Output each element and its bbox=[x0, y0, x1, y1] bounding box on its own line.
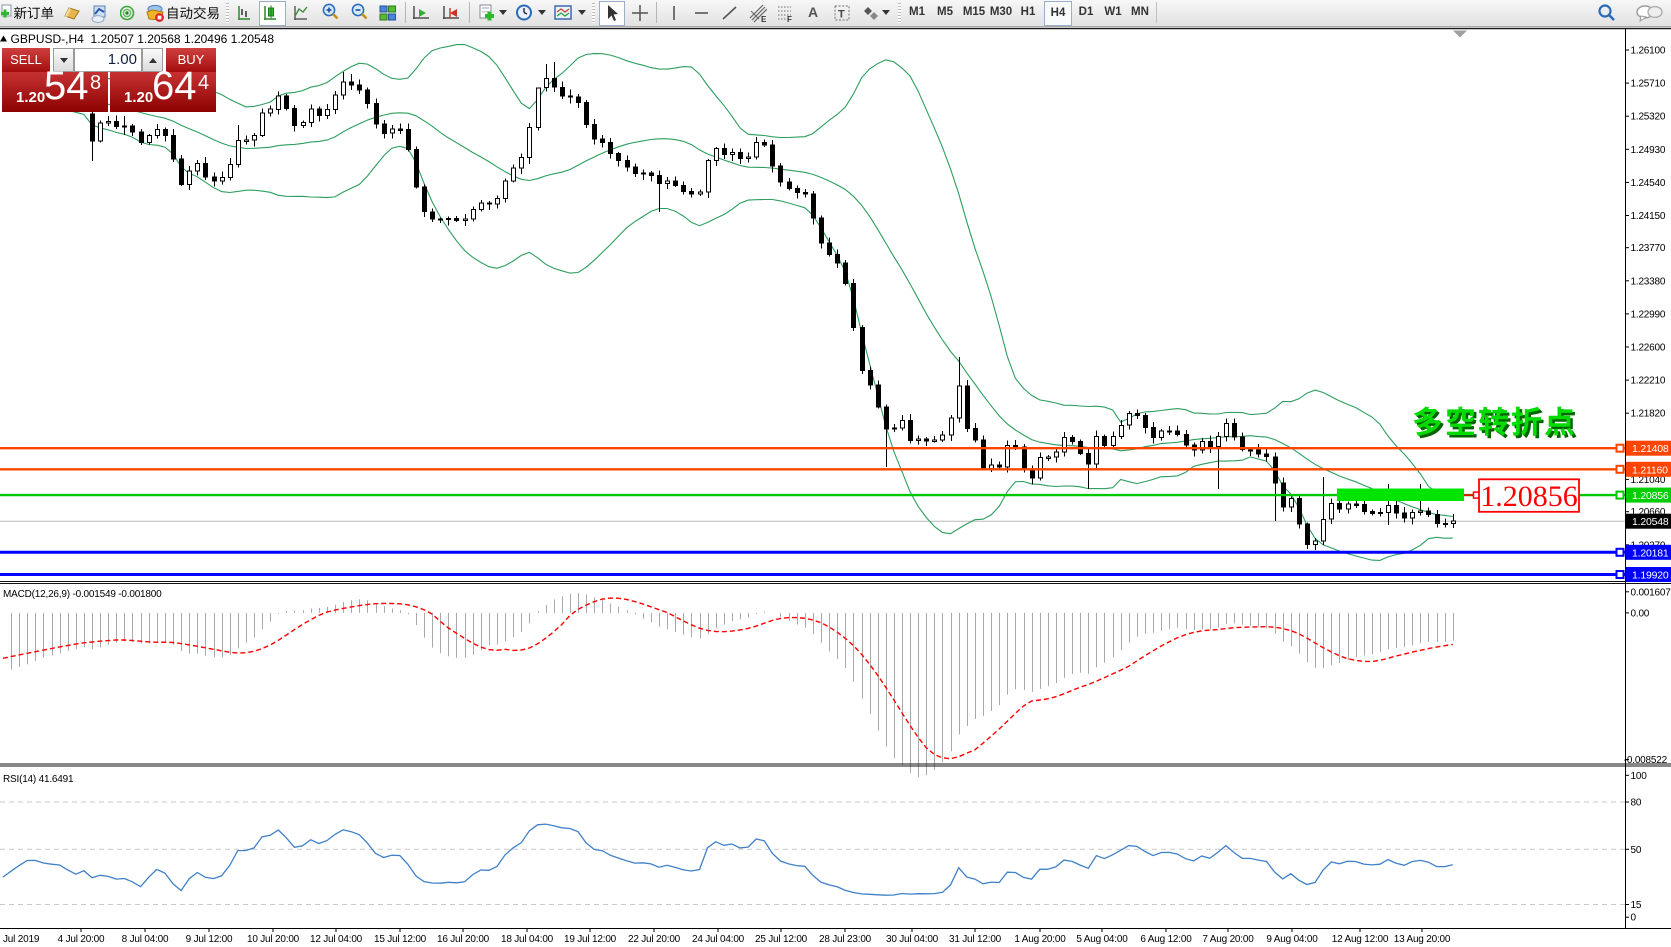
svg-text:F: F bbox=[787, 15, 792, 24]
svg-text:1.21040: 1.21040 bbox=[1631, 475, 1666, 486]
svg-text:25 Jul 12:00: 25 Jul 12:00 bbox=[755, 934, 808, 945]
svg-text:T: T bbox=[838, 9, 845, 21]
svg-text:1.24540: 1.24540 bbox=[1631, 178, 1666, 189]
svg-text:10 Jul 20:00: 10 Jul 20:00 bbox=[247, 934, 300, 945]
svg-text:1.23380: 1.23380 bbox=[1631, 276, 1666, 287]
svg-text:1.25320: 1.25320 bbox=[1631, 112, 1666, 123]
svg-text:1.20856: 1.20856 bbox=[1632, 490, 1669, 502]
svg-text:1 Aug 20:00: 1 Aug 20:00 bbox=[1014, 934, 1066, 945]
svg-text:1.21160: 1.21160 bbox=[1632, 464, 1668, 476]
svg-text:GBPUSD-,H4 1.20507 1.20568 1.: GBPUSD-,H4 1.20507 1.20568 1.20496 1.205… bbox=[11, 32, 275, 46]
svg-text:24 Jul 04:00: 24 Jul 04:00 bbox=[692, 934, 745, 945]
svg-text:E: E bbox=[761, 15, 767, 24]
svg-text:16 Jul 20:00: 16 Jul 20:00 bbox=[437, 934, 490, 945]
svg-text:28 Jul 23:00: 28 Jul 23:00 bbox=[819, 934, 872, 945]
svg-text:1.25710: 1.25710 bbox=[1631, 79, 1666, 90]
svg-text:1.23770: 1.23770 bbox=[1631, 243, 1666, 254]
svg-text:1.24150: 1.24150 bbox=[1631, 211, 1666, 222]
svg-text:4 Jul 20:00: 4 Jul 20:00 bbox=[58, 934, 105, 945]
svg-text:100: 100 bbox=[1631, 771, 1648, 782]
svg-text:9 Aug 04:00: 9 Aug 04:00 bbox=[1266, 934, 1318, 945]
svg-text:30 Jul 04:00: 30 Jul 04:00 bbox=[886, 934, 939, 945]
svg-text:1.20181: 1.20181 bbox=[1632, 547, 1669, 559]
svg-text:0.00: 0.00 bbox=[1631, 608, 1650, 619]
svg-text:80: 80 bbox=[1631, 798, 1642, 809]
svg-text:13 Aug 20:00: 13 Aug 20:00 bbox=[1394, 934, 1451, 945]
svg-text:19 Jul 12:00: 19 Jul 12:00 bbox=[564, 934, 617, 945]
svg-text:5 Aug 04:00: 5 Aug 04:00 bbox=[1076, 934, 1128, 945]
svg-text:0: 0 bbox=[1631, 913, 1637, 924]
svg-text:1.21820: 1.21820 bbox=[1631, 409, 1666, 420]
svg-text:1.21408: 1.21408 bbox=[1632, 443, 1669, 455]
svg-text:-0.008522: -0.008522 bbox=[1624, 755, 1668, 766]
svg-text:50: 50 bbox=[1631, 845, 1642, 856]
svg-text:1.26100: 1.26100 bbox=[1631, 46, 1666, 57]
svg-text:RSI(14) 41.6491: RSI(14) 41.6491 bbox=[3, 774, 74, 785]
svg-text:7 Aug 20:00: 7 Aug 20:00 bbox=[1202, 934, 1254, 945]
svg-text:1.22990: 1.22990 bbox=[1631, 309, 1666, 320]
svg-text:0.001607: 0.001607 bbox=[1631, 587, 1671, 598]
svg-text:31 Jul 12:00: 31 Jul 12:00 bbox=[949, 934, 1002, 945]
svg-text:1.20548: 1.20548 bbox=[1632, 516, 1669, 528]
svg-text:MACD(12,26,9) -0.001549 -0.001: MACD(12,26,9) -0.001549 -0.001800 bbox=[3, 589, 162, 600]
svg-text:22 Jul 20:00: 22 Jul 20:00 bbox=[628, 934, 681, 945]
svg-text:12 Jul 04:00: 12 Jul 04:00 bbox=[310, 934, 363, 945]
svg-text:15 Jul 12:00: 15 Jul 12:00 bbox=[374, 934, 427, 945]
svg-text:1.19920: 1.19920 bbox=[1632, 570, 1669, 582]
svg-text:1.24930: 1.24930 bbox=[1631, 145, 1666, 156]
svg-text:18 Jul 04:00: 18 Jul 04:00 bbox=[501, 934, 554, 945]
svg-text:12 Aug 12:00: 12 Aug 12:00 bbox=[1332, 934, 1389, 945]
svg-text:1.20856: 1.20856 bbox=[1480, 480, 1578, 513]
svg-text:1.20660: 1.20660 bbox=[1631, 507, 1666, 518]
svg-text:1.22600: 1.22600 bbox=[1631, 343, 1666, 354]
svg-text:15: 15 bbox=[1631, 900, 1642, 911]
svg-text:9 Jul 12:00: 9 Jul 12:00 bbox=[186, 934, 233, 945]
svg-text:Jul 2019: Jul 2019 bbox=[3, 934, 40, 945]
svg-text:8 Jul 04:00: 8 Jul 04:00 bbox=[122, 934, 169, 945]
svg-text:1.22210: 1.22210 bbox=[1631, 376, 1666, 387]
svg-text:6 Aug 12:00: 6 Aug 12:00 bbox=[1140, 934, 1192, 945]
